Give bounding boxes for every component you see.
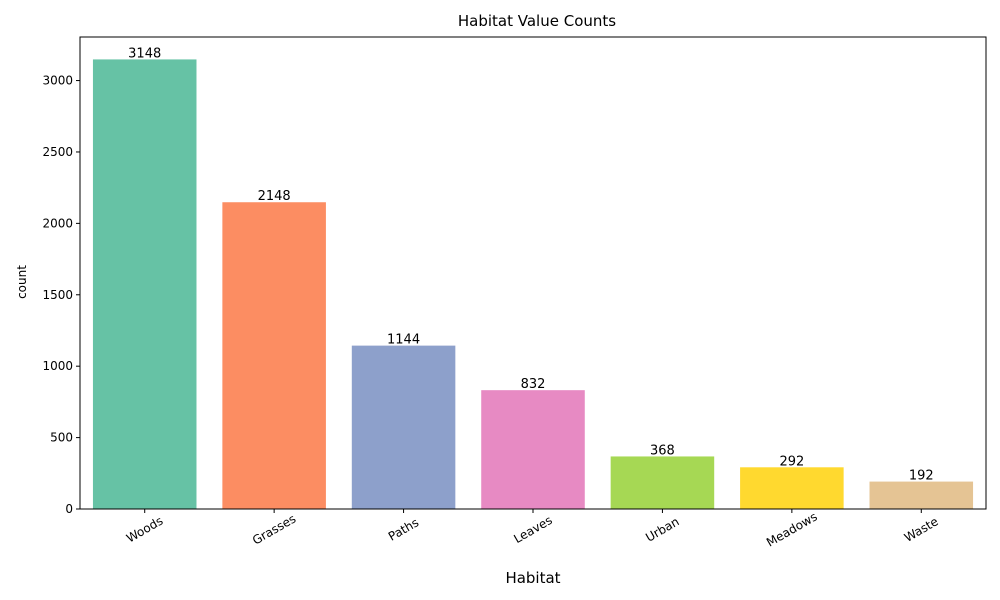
y-tick-label: 3000 xyxy=(42,74,73,88)
bar-leaves xyxy=(481,390,585,509)
y-tick-label: 0 xyxy=(65,502,73,516)
x-axis-label: Habitat xyxy=(505,569,560,587)
chart-title: Habitat Value Counts xyxy=(458,12,616,30)
data-label-paths: 1144 xyxy=(387,333,420,348)
y-axis: 0 500 1000 1500 2000 2500 3000 xyxy=(42,74,80,516)
y-tick-label: 1500 xyxy=(42,288,73,302)
data-label-leaves: 832 xyxy=(521,377,546,392)
x-tick-label-grasses: Grasses xyxy=(250,512,298,548)
bars-group xyxy=(92,59,974,509)
y-tick-label: 2500 xyxy=(42,145,73,159)
data-label-meadows: 292 xyxy=(779,454,804,469)
data-labels-group: 3148 2148 1144 832 368 292 192 xyxy=(128,46,934,483)
x-tick-label-waste: Waste xyxy=(902,514,941,545)
x-tick-label-urban: Urban xyxy=(643,514,681,544)
y-tick-label: 500 xyxy=(50,431,73,445)
y-tick-label: 1000 xyxy=(42,359,73,373)
x-axis: Woods Grasses Paths Leaves Urban Meadows Waste xyxy=(124,509,941,550)
bar-urban xyxy=(610,456,715,509)
data-label-woods: 3148 xyxy=(128,46,161,61)
x-tick-label-meadows: Meadows xyxy=(764,509,820,549)
data-label-grasses: 2148 xyxy=(258,189,291,204)
plot-frame xyxy=(79,36,987,510)
bar-woods xyxy=(92,59,197,509)
bar-waste xyxy=(869,481,974,509)
x-tick-label-leaves: Leaves xyxy=(511,513,554,546)
bar-grasses xyxy=(222,202,326,509)
bar-paths xyxy=(351,345,456,509)
y-axis-label: count xyxy=(15,265,29,299)
bar-meadows xyxy=(740,467,844,509)
x-tick-label-woods: Woods xyxy=(124,514,165,546)
x-tick-label-paths: Paths xyxy=(386,515,421,543)
data-label-urban: 368 xyxy=(650,443,675,458)
y-tick-label: 2000 xyxy=(42,216,73,230)
data-label-waste: 192 xyxy=(909,469,934,484)
